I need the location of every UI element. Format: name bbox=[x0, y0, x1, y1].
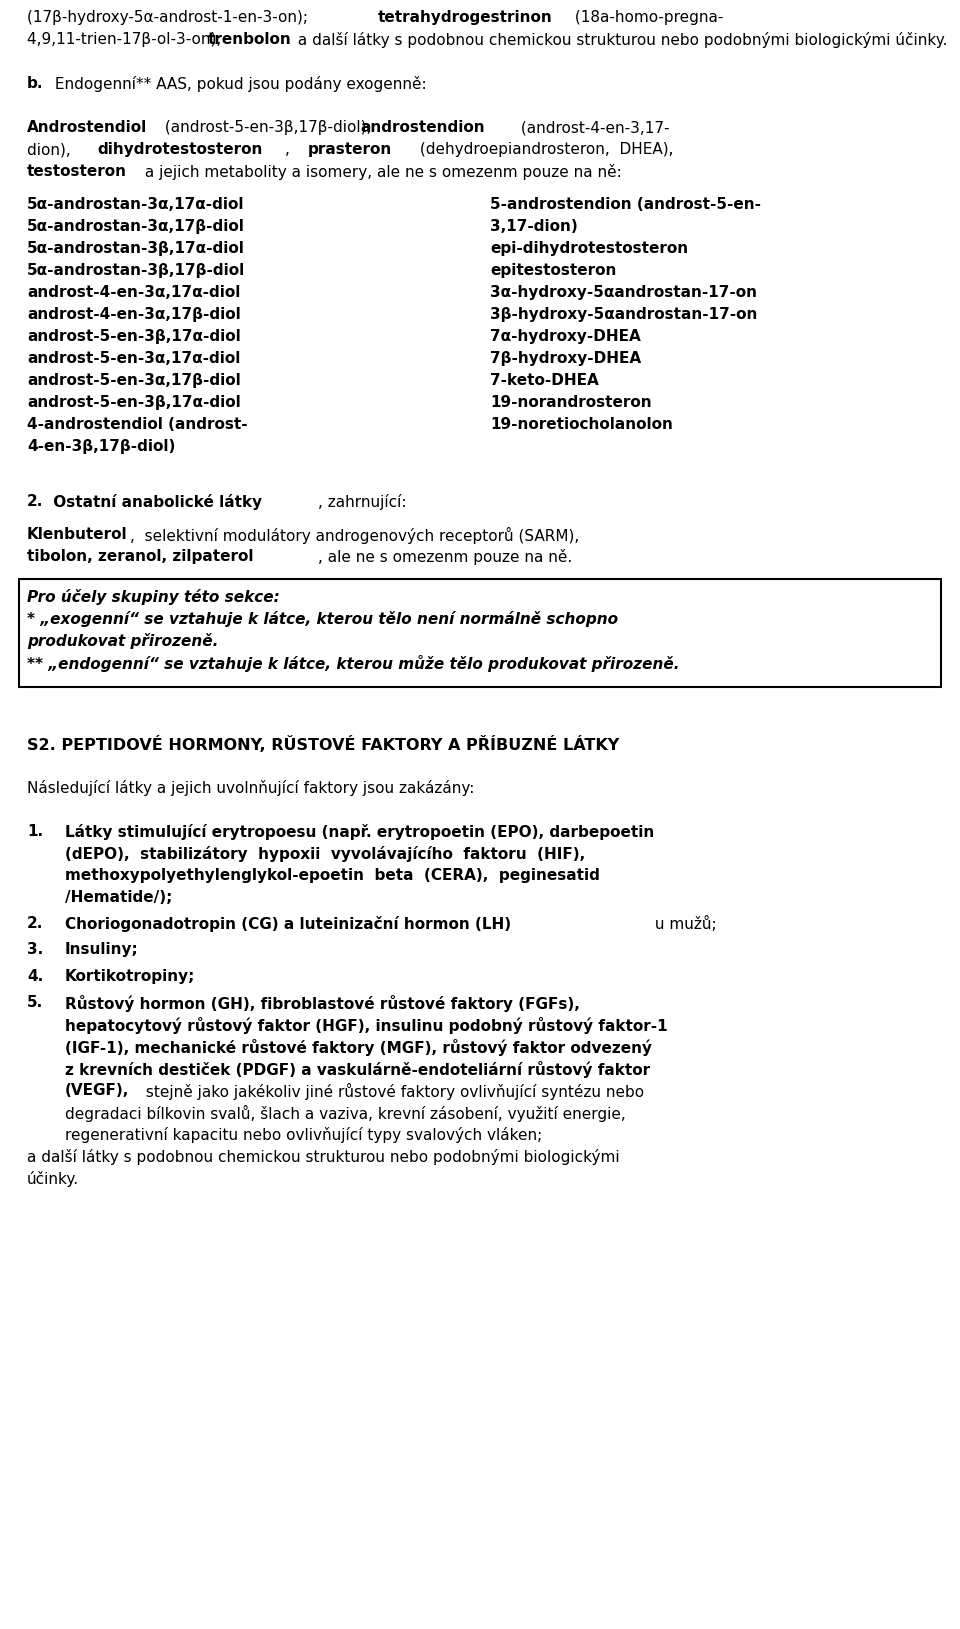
Text: tetrahydrogestrinon: tetrahydrogestrinon bbox=[378, 10, 553, 24]
Text: b.: b. bbox=[27, 77, 43, 91]
Text: * „exogenní“ se vztahuje k látce, kterou tělo není normálně schopno: * „exogenní“ se vztahuje k látce, kterou… bbox=[27, 611, 618, 627]
Text: 4.: 4. bbox=[27, 969, 43, 984]
Text: (17β-hydroxy-5α-androst-1-en-3-on);: (17β-hydroxy-5α-androst-1-en-3-on); bbox=[27, 10, 313, 24]
Text: účinky.: účinky. bbox=[27, 1171, 79, 1188]
Text: 4-androstendiol (androst-: 4-androstendiol (androst- bbox=[27, 417, 248, 432]
Text: Pro účely skupiny této sekce:: Pro účely skupiny této sekce: bbox=[27, 588, 279, 604]
Text: a další látky s podobnou chemickou strukturou nebo podobnými biologickými: a další látky s podobnou chemickou struk… bbox=[27, 1148, 619, 1165]
Text: epitestosteron: epitestosteron bbox=[490, 262, 616, 279]
Text: Choriogonadotropin (CG) a luteinizační hormon (LH): Choriogonadotropin (CG) a luteinizační h… bbox=[65, 915, 511, 932]
Text: (VEGF),: (VEGF), bbox=[65, 1083, 130, 1098]
Text: 1.: 1. bbox=[27, 824, 43, 839]
Text: 3β-hydroxy-5αandrostan-17-on: 3β-hydroxy-5αandrostan-17-on bbox=[490, 306, 757, 323]
Text: methoxypolyethylenglykol-epoetin  beta  (CERA),  peginesatid: methoxypolyethylenglykol-epoetin beta (C… bbox=[65, 868, 600, 883]
Text: 5α-androstan-3β,17α-diol: 5α-androstan-3β,17α-diol bbox=[27, 241, 245, 256]
Text: Následující látky a jejich uvolnňující faktory jsou zakázány:: Následující látky a jejich uvolnňující f… bbox=[27, 780, 474, 795]
Text: S2. PEPTIDOVÉ HORMONY, RŬSTOVÉ FAKTORY A PŘÍBUZNÉ LÁTKY: S2. PEPTIDOVÉ HORMONY, RŬSTOVÉ FAKTORY A… bbox=[27, 736, 619, 753]
Text: ** „endogenní“ se vztahuje k látce, kterou může tělo produkovat přirozeně.: ** „endogenní“ se vztahuje k látce, kter… bbox=[27, 655, 680, 671]
Text: produkovat přirozeně.: produkovat přirozeně. bbox=[27, 632, 218, 648]
Text: a další látky s podobnou chemickou strukturou nebo podobnými biologickými účinky: a další látky s podobnou chemickou struk… bbox=[293, 33, 948, 47]
Text: Klenbuterol: Klenbuterol bbox=[27, 528, 128, 542]
Text: (androst-4-en-3,17-: (androst-4-en-3,17- bbox=[516, 121, 669, 135]
Text: androst-5-en-3β,17α-diol: androst-5-en-3β,17α-diol bbox=[27, 394, 241, 411]
Text: Látky stimulující erytropoesu (např. erytropoetin (EPO), darbepoetin: Látky stimulující erytropoesu (např. ery… bbox=[65, 824, 655, 839]
Text: epi-dihydrotestosteron: epi-dihydrotestosteron bbox=[490, 241, 688, 256]
Text: ,  selektivní modulátory androgenových receptorů (SARM),: , selektivní modulátory androgenových re… bbox=[130, 528, 579, 544]
Text: androst-5-en-3α,17α-diol: androst-5-en-3α,17α-diol bbox=[27, 350, 240, 367]
Text: Růstový hormon (GH), fibroblastové růstové faktory (FGFs),: Růstový hormon (GH), fibroblastové růsto… bbox=[65, 995, 580, 1012]
Text: Ostatní anabolické látky: Ostatní anabolické látky bbox=[48, 494, 262, 510]
Text: hepatocytový růstový faktor (HGF), insulinu podobný růstový faktor-1: hepatocytový růstový faktor (HGF), insul… bbox=[65, 1016, 667, 1034]
Text: 7β-hydroxy-DHEA: 7β-hydroxy-DHEA bbox=[490, 350, 641, 367]
Text: 19-norandrosteron: 19-norandrosteron bbox=[490, 394, 652, 411]
Text: 3,17-dion): 3,17-dion) bbox=[490, 218, 578, 235]
Text: Androstendiol: Androstendiol bbox=[27, 121, 147, 135]
Text: a jejich metabolity a isomery, ale ne s omezenm pouze na ně:: a jejich metabolity a isomery, ale ne s … bbox=[140, 165, 622, 179]
Text: (IGF-1), mechanické růstové faktory (MGF), růstový faktor odvezený: (IGF-1), mechanické růstové faktory (MGF… bbox=[65, 1039, 652, 1056]
Text: regenerativní kapacitu nebo ovlivňující typy svalových vláken;: regenerativní kapacitu nebo ovlivňující … bbox=[65, 1127, 542, 1144]
Text: 4,9,11-trien-17β-ol-3-on);: 4,9,11-trien-17β-ol-3-on); bbox=[27, 33, 227, 47]
Text: androst-4-en-3α,17β-diol: androst-4-en-3α,17β-diol bbox=[27, 306, 241, 323]
Text: dion),: dion), bbox=[27, 142, 81, 156]
Text: , zahrnující:: , zahrnující: bbox=[318, 494, 406, 510]
Text: tibolon, zeranol, zilpaterol: tibolon, zeranol, zilpaterol bbox=[27, 549, 253, 564]
Bar bbox=[19, 578, 941, 686]
Text: u mužů;: u mužů; bbox=[650, 915, 716, 932]
Text: (androst-5-en-3β,17β-diol),: (androst-5-en-3β,17β-diol), bbox=[160, 121, 376, 135]
Text: (dEPO),  stabilizátory  hypoxii  vyvolávajícího  faktoru  (HIF),: (dEPO), stabilizátory hypoxii vyvolávají… bbox=[65, 845, 586, 862]
Text: 7-keto-DHEA: 7-keto-DHEA bbox=[490, 373, 599, 388]
Text: 5-androstendion (androst-5-en-: 5-androstendion (androst-5-en- bbox=[490, 197, 761, 212]
Text: 2.: 2. bbox=[27, 915, 43, 932]
Text: prasteron: prasteron bbox=[308, 142, 393, 156]
Text: 4-en-3β,17β-diol): 4-en-3β,17β-diol) bbox=[27, 438, 176, 454]
Text: dihydrotestosteron: dihydrotestosteron bbox=[97, 142, 262, 156]
Text: z krevních destiček (PDGF) a vaskulárně-endoteliární růstový faktor: z krevních destiček (PDGF) a vaskulárně-… bbox=[65, 1060, 650, 1078]
Text: trenbolon: trenbolon bbox=[208, 33, 292, 47]
Text: stejně jako jakékoliv jiné růstové faktory ovlivňující syntézu nebo: stejně jako jakékoliv jiné růstové fakto… bbox=[141, 1083, 644, 1100]
Text: androst-4-en-3α,17α-diol: androst-4-en-3α,17α-diol bbox=[27, 285, 240, 300]
Text: androst-5-en-3α,17β-diol: androst-5-en-3α,17β-diol bbox=[27, 373, 241, 388]
Text: 5α-androstan-3β,17β-diol: 5α-androstan-3β,17β-diol bbox=[27, 262, 245, 279]
Text: 7α-hydroxy-DHEA: 7α-hydroxy-DHEA bbox=[490, 329, 640, 344]
Text: (dehydroepiandrosteron,  DHEA),: (dehydroepiandrosteron, DHEA), bbox=[415, 142, 674, 156]
Text: 5α-androstan-3α,17β-diol: 5α-androstan-3α,17β-diol bbox=[27, 218, 245, 235]
Text: ,: , bbox=[285, 142, 300, 156]
Text: Kortikotropiny;: Kortikotropiny; bbox=[65, 969, 196, 984]
Text: 5.: 5. bbox=[27, 995, 43, 1010]
Text: testosteron: testosteron bbox=[27, 165, 127, 179]
Text: androst-5-en-3β,17α-diol: androst-5-en-3β,17α-diol bbox=[27, 329, 241, 344]
Text: 19-noretiocholanolon: 19-noretiocholanolon bbox=[490, 417, 673, 432]
Text: 5α-androstan-3α,17α-diol: 5α-androstan-3α,17α-diol bbox=[27, 197, 245, 212]
Text: Endogenní** AAS, pokud jsou podány exogenně:: Endogenní** AAS, pokud jsou podány exoge… bbox=[50, 77, 426, 91]
Text: 3.: 3. bbox=[27, 943, 43, 958]
Text: 3α-hydroxy-5αandrostan-17-on: 3α-hydroxy-5αandrostan-17-on bbox=[490, 285, 757, 300]
Text: , ale ne s omezenm pouze na ně.: , ale ne s omezenm pouze na ně. bbox=[318, 549, 572, 565]
Text: Insuliny;: Insuliny; bbox=[65, 943, 139, 958]
Text: /Hematide/);: /Hematide/); bbox=[65, 889, 173, 904]
Text: androstendion: androstendion bbox=[360, 121, 485, 135]
Text: (18a-homo-pregna-: (18a-homo-pregna- bbox=[570, 10, 724, 24]
Text: degradaci bílkovin svalů, šlach a vaziva, krevní zásobení, využití energie,: degradaci bílkovin svalů, šlach a vaziva… bbox=[65, 1104, 626, 1122]
Text: 2.: 2. bbox=[27, 494, 43, 508]
